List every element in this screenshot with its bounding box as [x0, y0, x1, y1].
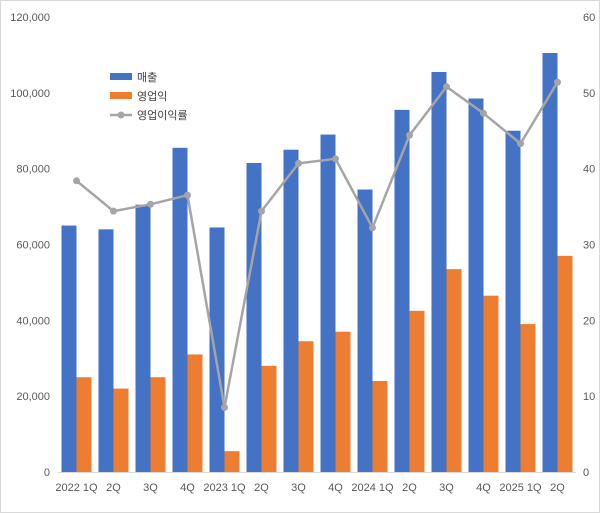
operating-profit-bar [298, 341, 314, 472]
revenue-bar [394, 109, 410, 472]
revenue-bar [431, 71, 447, 473]
x-tick-label: 4Q [328, 482, 343, 494]
legend-label: 매출 [137, 71, 157, 84]
margin-point [480, 109, 487, 117]
right-tick-label: 10 [583, 391, 595, 403]
x-tick-label: 2Q [254, 482, 269, 494]
revenue-bar [468, 98, 484, 472]
margin-point [73, 177, 80, 185]
x-tick-label: 2Q [106, 482, 121, 494]
margin-point [406, 131, 413, 139]
revenue-bar [246, 162, 262, 472]
revenue-bar [98, 229, 114, 472]
operating-profit-bar [150, 377, 166, 472]
operating-profit-bar [446, 269, 462, 472]
operating-profit-bar [372, 381, 388, 472]
x-tick-label: 4Q [476, 482, 491, 494]
revenue-bar [320, 134, 336, 472]
right-tick-label: 40 [583, 164, 595, 176]
legend-marker [117, 111, 125, 119]
left-tick-label: 100,000 [10, 88, 50, 100]
margin-line [75, 81, 559, 409]
right-tick-label: 60 [583, 12, 595, 24]
margin-point [517, 140, 524, 148]
margin-point [110, 207, 117, 215]
left-tick-label: 40,000 [16, 315, 50, 327]
left-tick-label: 20,000 [16, 391, 50, 403]
x-tick-label: 4Q [180, 482, 195, 494]
operating-profit-bar [113, 388, 129, 472]
x-axis: 2022 1Q 2Q 3Q 4Q 2023 1Q 2Q 3Q 4Q 2024 1Q 2Q 3Q 4Q 2… [55, 482, 565, 494]
margin-point [295, 159, 302, 167]
operating-profit-bar [76, 377, 92, 472]
margin-point [147, 200, 154, 208]
operating-profit-bar [224, 451, 240, 472]
operating-profit-bar [335, 331, 351, 472]
operating-profit-bar [483, 295, 499, 472]
right-tick-label: 20 [583, 315, 595, 327]
operating-profit-bar [557, 255, 573, 472]
revenue-bar [542, 53, 558, 472]
x-tick-label: 2Q [550, 482, 565, 494]
left-tick-label: 80,000 [16, 164, 50, 176]
bar-series [61, 53, 573, 473]
line-series [73, 78, 561, 412]
margin-point [369, 224, 376, 232]
revenue-bar [61, 225, 77, 472]
revenue-bar [172, 147, 188, 472]
right-axis: 0 10 20 30 40 50 60 [583, 12, 595, 479]
left-tick-label: 0 [44, 467, 50, 479]
left-tick-label: 120,000 [10, 12, 50, 24]
operating-profit-bar [261, 365, 277, 472]
x-tick-label: 2024 1Q [351, 482, 394, 494]
margin-point [184, 191, 191, 199]
revenue-bar [283, 149, 299, 473]
margin-point [554, 78, 561, 86]
revenue-bar [505, 130, 521, 472]
operating-profit-bar [409, 310, 425, 472]
right-tick-label: 30 [583, 240, 595, 252]
x-tick-label: 3Q [143, 482, 158, 494]
operating-profit-bar [520, 324, 536, 472]
x-tick-label: 2022 1Q [55, 482, 98, 494]
margin-point [258, 207, 265, 215]
margin-point [221, 404, 228, 412]
revenue-bar [357, 189, 373, 473]
left-axis: 0 20,000 40,000 60,000 80,000 100,000 120,000 [10, 12, 50, 479]
revenue-bar [209, 227, 225, 472]
margin-point [332, 155, 339, 163]
left-tick-label: 60,000 [16, 240, 50, 252]
legend-label: 영업이익률 [137, 109, 188, 122]
x-tick-label: 2025 1Q [499, 482, 542, 494]
x-tick-label: 3Q [439, 482, 454, 494]
x-tick-label: 3Q [291, 482, 306, 494]
revenue-bar [135, 204, 151, 472]
legend-label: 영업익 [137, 90, 167, 103]
right-tick-label: 50 [583, 88, 595, 100]
legend-swatch [110, 73, 132, 80]
legend-swatch [110, 92, 132, 99]
x-tick-label: 2Q [402, 482, 417, 494]
operating-profit-bar [187, 354, 203, 472]
margin-point [443, 83, 450, 91]
x-tick-label: 2023 1Q [203, 482, 246, 494]
right-tick-label: 0 [583, 467, 589, 479]
